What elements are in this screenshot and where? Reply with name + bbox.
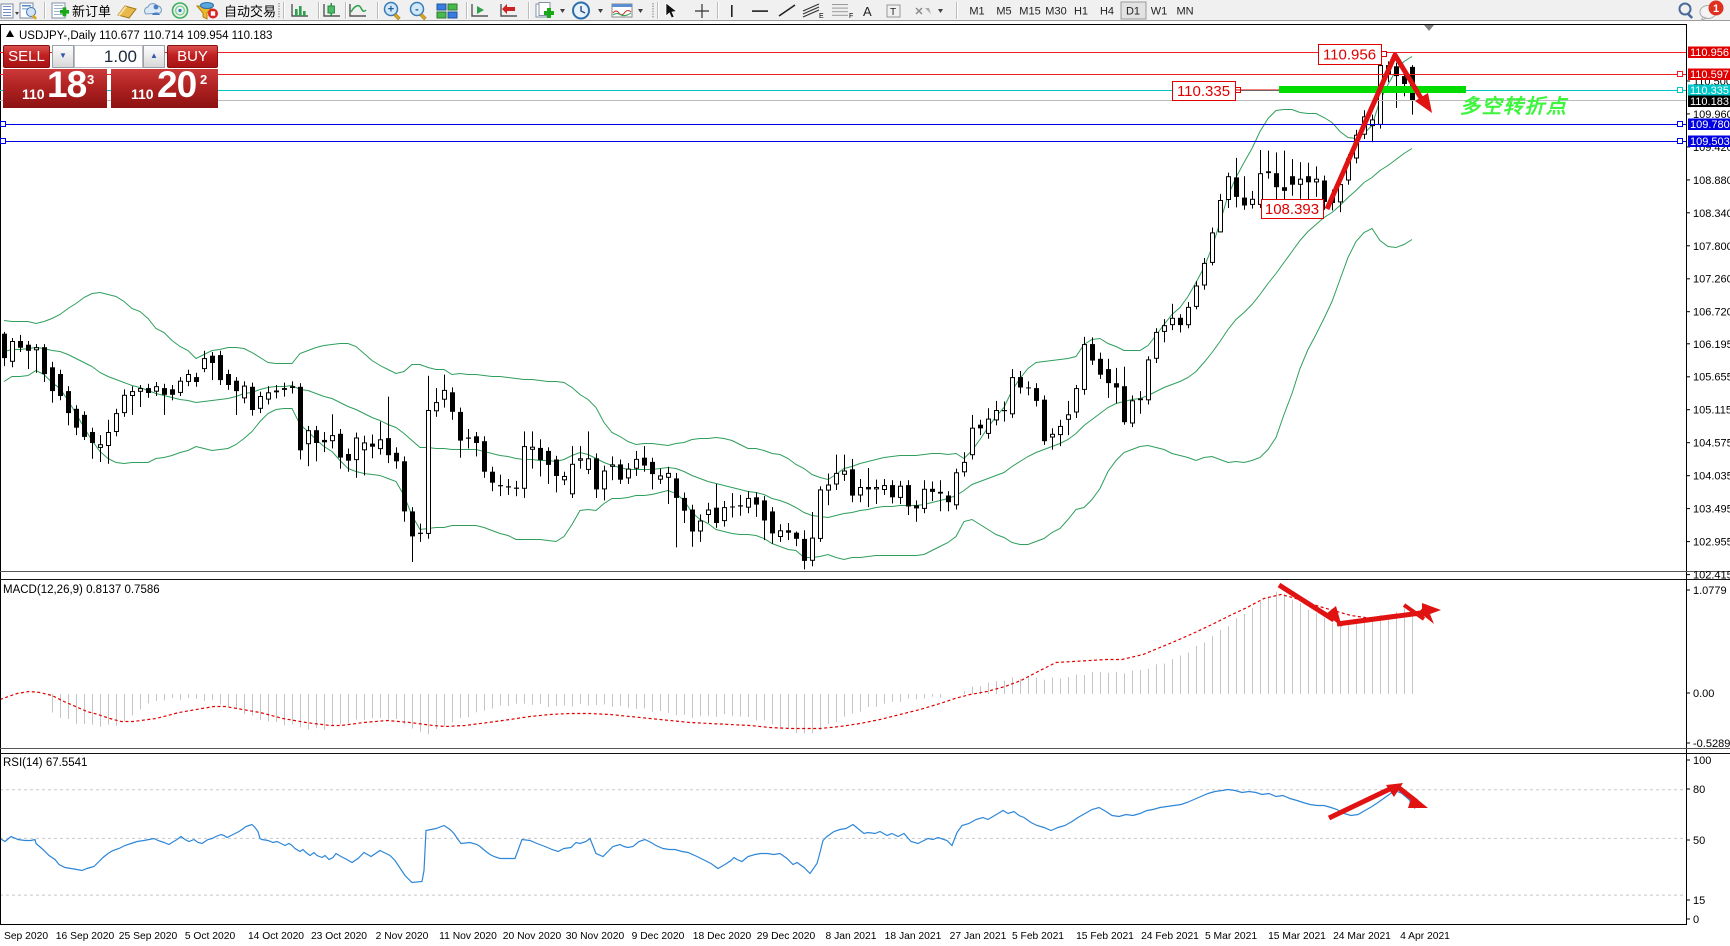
svg-text:105.115: 105.115 bbox=[1693, 405, 1730, 417]
svg-text:1: 1 bbox=[1713, 3, 1719, 15]
svg-text:110.956: 110.956 bbox=[1323, 46, 1376, 63]
svg-text:-: - bbox=[415, 4, 419, 16]
svg-text:25 Sep 2020: 25 Sep 2020 bbox=[119, 931, 178, 942]
svg-text:H4: H4 bbox=[1100, 6, 1114, 18]
svg-text:A: A bbox=[863, 4, 872, 19]
svg-text:多空转折点: 多空转折点 bbox=[1460, 95, 1569, 118]
svg-text:50: 50 bbox=[1693, 835, 1705, 847]
svg-text:24 Mar 2021: 24 Mar 2021 bbox=[1333, 931, 1391, 942]
svg-text:109.780: 109.780 bbox=[1690, 119, 1730, 131]
svg-text:1.0779: 1.0779 bbox=[1693, 585, 1727, 597]
svg-text:105.655: 105.655 bbox=[1693, 372, 1730, 384]
svg-text:9 Dec 2020: 9 Dec 2020 bbox=[632, 931, 685, 942]
svg-text:15 Mar 2021: 15 Mar 2021 bbox=[1268, 931, 1326, 942]
svg-text:RSI(14) 67.5541: RSI(14) 67.5541 bbox=[3, 757, 87, 769]
svg-text:M5: M5 bbox=[996, 6, 1011, 18]
svg-text:8 Jan 2021: 8 Jan 2021 bbox=[826, 931, 877, 942]
svg-text:110.183: 110.183 bbox=[1690, 96, 1729, 108]
svg-text:H1: H1 bbox=[1074, 6, 1088, 18]
svg-text:T: T bbox=[890, 7, 896, 18]
svg-text:5 Oct 2020: 5 Oct 2020 bbox=[185, 931, 236, 942]
svg-text:0.00: 0.00 bbox=[1693, 688, 1714, 700]
svg-text:5 Feb 2021: 5 Feb 2021 bbox=[1012, 931, 1064, 942]
svg-text:102.955: 102.955 bbox=[1693, 537, 1730, 549]
svg-text:104.035: 104.035 bbox=[1693, 471, 1730, 483]
svg-text:103.495: 103.495 bbox=[1693, 504, 1730, 516]
svg-text:20 Nov 2020: 20 Nov 2020 bbox=[503, 931, 562, 942]
svg-text:110.956: 110.956 bbox=[1690, 47, 1729, 59]
svg-text:109.960: 109.960 bbox=[1693, 109, 1730, 121]
svg-text:106.720: 106.720 bbox=[1693, 307, 1730, 319]
svg-text:15: 15 bbox=[1693, 895, 1705, 907]
svg-text:30 Nov 2020: 30 Nov 2020 bbox=[566, 931, 625, 942]
svg-text:16 Sep 2020: 16 Sep 2020 bbox=[56, 931, 115, 942]
svg-text:110.597: 110.597 bbox=[1690, 69, 1729, 81]
svg-text:2 Nov 2020: 2 Nov 2020 bbox=[376, 931, 429, 942]
svg-text:108.340: 108.340 bbox=[1693, 208, 1730, 220]
svg-text:自动交易: 自动交易 bbox=[224, 4, 276, 19]
svg-text:USDJPY-,Daily 110.677 110.714: USDJPY-,Daily 110.677 110.714 109.954 11… bbox=[19, 30, 272, 42]
svg-text:110.335: 110.335 bbox=[1690, 85, 1729, 97]
svg-text:11 Nov 2020: 11 Nov 2020 bbox=[439, 931, 497, 942]
svg-text:F: F bbox=[849, 13, 853, 20]
svg-text:108.880: 108.880 bbox=[1693, 175, 1730, 187]
svg-text:24 Feb 2021: 24 Feb 2021 bbox=[1141, 931, 1199, 942]
svg-text:-0.5289: -0.5289 bbox=[1693, 738, 1730, 750]
svg-text:E: E bbox=[819, 13, 824, 20]
svg-text:100: 100 bbox=[1693, 755, 1711, 767]
svg-text:107.800: 107.800 bbox=[1693, 241, 1730, 253]
svg-text:M15: M15 bbox=[1019, 6, 1040, 18]
svg-text:18 Dec 2020: 18 Dec 2020 bbox=[693, 931, 752, 942]
svg-text:104.575: 104.575 bbox=[1693, 438, 1730, 450]
svg-text:80: 80 bbox=[1693, 784, 1705, 796]
svg-text:15 Feb 2021: 15 Feb 2021 bbox=[1076, 931, 1134, 942]
svg-text:MACD(12,26,9) 0.8137 0.7586: MACD(12,26,9) 0.8137 0.7586 bbox=[3, 584, 160, 596]
svg-text:29 Dec 2020: 29 Dec 2020 bbox=[757, 931, 816, 942]
svg-text:108.393: 108.393 bbox=[1265, 201, 1319, 218]
svg-text:110.335: 110.335 bbox=[1177, 83, 1230, 100]
svg-text:M30: M30 bbox=[1045, 6, 1066, 18]
svg-text:+: + bbox=[388, 4, 394, 16]
svg-text:W1: W1 bbox=[1151, 6, 1168, 18]
svg-text:D1: D1 bbox=[1126, 6, 1140, 18]
svg-text:新订单: 新订单 bbox=[72, 4, 111, 19]
svg-text:14 Oct 2020: 14 Oct 2020 bbox=[248, 931, 304, 942]
svg-text:M1: M1 bbox=[969, 6, 984, 18]
svg-text:102.415: 102.415 bbox=[1693, 570, 1730, 582]
svg-text:0: 0 bbox=[1693, 914, 1699, 926]
svg-text:Sep 2020: Sep 2020 bbox=[4, 931, 48, 942]
svg-text:106.195: 106.195 bbox=[1693, 339, 1730, 351]
svg-text:107.260: 107.260 bbox=[1693, 274, 1730, 286]
svg-text:109.503: 109.503 bbox=[1690, 136, 1730, 148]
svg-text:23 Oct 2020: 23 Oct 2020 bbox=[311, 931, 367, 942]
svg-text:27 Jan 2021: 27 Jan 2021 bbox=[950, 931, 1007, 942]
svg-text:18 Jan 2021: 18 Jan 2021 bbox=[885, 931, 942, 942]
svg-text:5 Mar 2021: 5 Mar 2021 bbox=[1205, 931, 1257, 942]
svg-text:4 Apr 2021: 4 Apr 2021 bbox=[1400, 931, 1450, 942]
svg-text:MN: MN bbox=[1176, 6, 1193, 18]
